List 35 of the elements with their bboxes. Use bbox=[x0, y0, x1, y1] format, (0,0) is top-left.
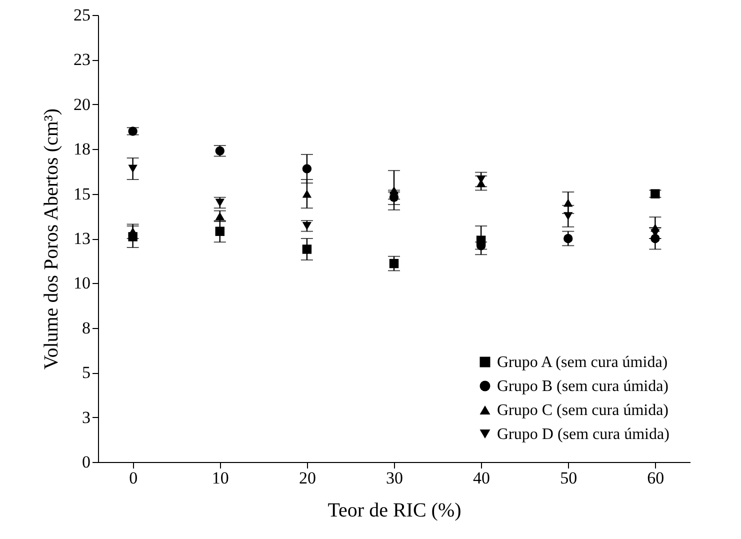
point bbox=[215, 226, 224, 236]
point bbox=[128, 227, 138, 236]
y-tick-label: 8 bbox=[82, 318, 90, 338]
y-tick-label: 18 bbox=[74, 140, 90, 159]
x-tick-label: 20 bbox=[298, 468, 316, 488]
y-tick-label: 13 bbox=[74, 229, 90, 248]
x-tick-label: 10 bbox=[212, 468, 229, 488]
x-tick-label: 0 bbox=[129, 468, 138, 488]
point bbox=[302, 164, 312, 174]
x-axis-title: Teor de RIC (%) bbox=[328, 500, 462, 522]
legend-label: Grupo B (sem cura úmida) bbox=[497, 378, 669, 395]
x-tick-label: 60 bbox=[647, 468, 664, 488]
y-tick-label: 23 bbox=[74, 50, 90, 70]
y-tick-label: 10 bbox=[74, 274, 90, 293]
y-tick-label: 25 bbox=[74, 6, 90, 24]
y-axis-title: Volume dos Poros Abertos (cm³) bbox=[40, 108, 62, 370]
legend-label: Grupo A (sem cura úmida) bbox=[497, 354, 668, 371]
point bbox=[128, 164, 138, 173]
y-tick-label: 20 bbox=[74, 94, 90, 114]
legend-label: Grupo D (sem cura úmida) bbox=[497, 426, 670, 443]
x-tick-label: 40 bbox=[473, 468, 490, 488]
y-tick-label: 15 bbox=[74, 184, 90, 204]
point bbox=[564, 198, 573, 207]
legend-label: Grupo C (sem cura úmida) bbox=[497, 402, 669, 419]
point bbox=[564, 212, 573, 220]
point bbox=[302, 244, 312, 254]
point bbox=[564, 234, 573, 244]
y-tick-label: 0 bbox=[82, 452, 90, 472]
point bbox=[302, 190, 312, 198]
y-tick-label: 5 bbox=[82, 363, 90, 382]
y-tick-label: 3 bbox=[82, 408, 90, 427]
point bbox=[650, 234, 660, 244]
x-tick-label: 50 bbox=[560, 468, 578, 488]
x-tick-label: 30 bbox=[386, 468, 403, 488]
point bbox=[389, 258, 399, 268]
